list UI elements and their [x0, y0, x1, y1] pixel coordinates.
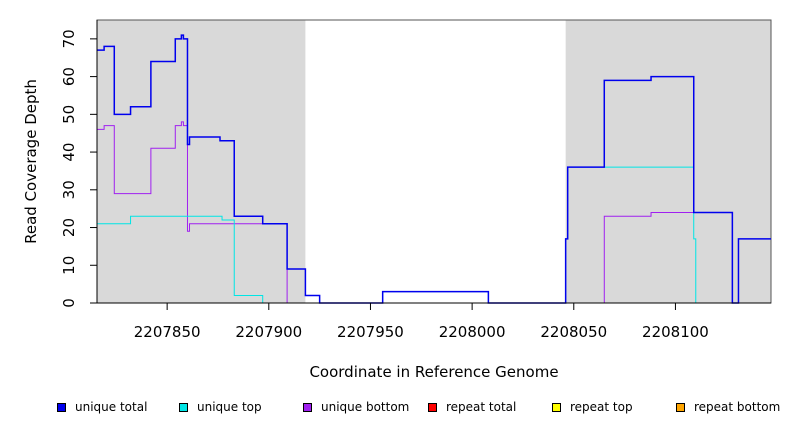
- y-tick-label: 60: [60, 67, 78, 86]
- x-tick-label: 2207850: [134, 323, 201, 341]
- x-tick-label: 2208000: [439, 323, 506, 341]
- y-axis: 0 10 20 30 40 50 60 70: [60, 20, 98, 308]
- legend-label: unique top: [197, 400, 262, 414]
- legend-swatch: [303, 402, 312, 412]
- x-tick-label: 2208050: [540, 323, 607, 341]
- legend-swatch: [179, 402, 188, 412]
- legend-item-repeat-top: repeat top: [552, 400, 633, 414]
- x-tick-label: 2207900: [235, 323, 302, 341]
- legend-item-repeat-bottom: repeat bottom: [676, 400, 780, 414]
- y-tick-label: 70: [60, 29, 78, 48]
- legend-label: repeat top: [570, 400, 633, 414]
- legend-swatch: [428, 402, 437, 412]
- y-tick-label: 50: [60, 105, 78, 124]
- x-tick-label: 2208100: [642, 323, 709, 341]
- legend-swatch: [57, 402, 66, 412]
- series-line-unique-total: [97, 34, 771, 304]
- x-tick-label: 2207950: [337, 323, 404, 341]
- legend-item-repeat-total: repeat total: [428, 400, 516, 414]
- legend-swatch: [552, 402, 561, 412]
- y-tick-label: 0: [60, 298, 78, 308]
- legend: unique total unique top unique bottom repea…: [0, 400, 792, 420]
- shaded-regions: [97, 20, 771, 303]
- y-tick-label: 40: [60, 143, 78, 162]
- legend-item-unique-bottom: unique bottom: [303, 400, 409, 414]
- legend-item-unique-top: unique top: [179, 400, 262, 414]
- legend-label: unique bottom: [321, 400, 410, 414]
- shaded-region-2: [565, 20, 771, 303]
- legend-swatch: [676, 402, 685, 412]
- y-axis-title: Read Coverage Depth: [22, 79, 40, 244]
- x-axis: 2207850 2207900 2207950 2208000 2208050 22081…: [97, 302, 771, 341]
- y-tick-label: 10: [60, 256, 78, 275]
- legend-item-unique-total: unique total: [57, 400, 147, 414]
- legend-label: unique total: [75, 400, 148, 414]
- y-tick-label: 20: [60, 218, 78, 237]
- x-axis-title: Coordinate in Reference Genome: [309, 363, 558, 381]
- legend-label: repeat bottom: [694, 400, 781, 414]
- y-tick-label: 30: [60, 180, 78, 199]
- shaded-region-1: [97, 20, 306, 303]
- legend-label: repeat total: [446, 400, 517, 414]
